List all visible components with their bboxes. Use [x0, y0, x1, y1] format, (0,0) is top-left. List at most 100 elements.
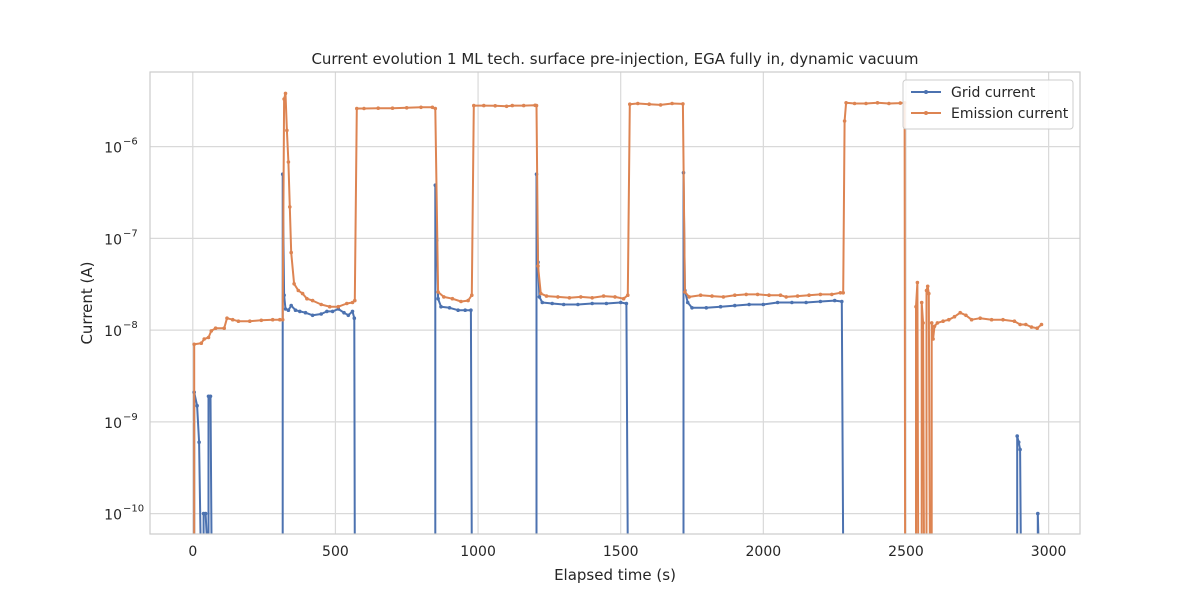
data-point-emission-current: [721, 295, 726, 299]
data-point-emission-current: [213, 326, 218, 331]
data-point-emission-current: [579, 295, 583, 299]
data-point-emission-current: [567, 296, 572, 300]
data-point-emission-current: [404, 106, 409, 110]
data-point-grid-current: [775, 300, 780, 305]
data-point-emission-current: [504, 104, 509, 109]
data-point-grid-current: [747, 302, 751, 307]
data-point-emission-current: [875, 101, 880, 105]
data-point-emission-current: [830, 292, 834, 297]
data-point-grid-current: [540, 300, 545, 305]
data-point-emission-current: [784, 295, 788, 299]
data-point-grid-current: [576, 302, 580, 307]
data-point-grid-current: [1018, 447, 1022, 452]
y-tick-exponent: −7: [123, 228, 138, 239]
data-point-emission-current: [842, 119, 847, 123]
data-point-grid-current: [618, 300, 623, 305]
data-point-emission-current: [222, 326, 226, 331]
data-point-emission-current: [510, 103, 515, 108]
data-point-emission-current: [436, 290, 440, 294]
data-point-emission-current: [767, 293, 771, 298]
data-point-grid-current: [293, 308, 298, 313]
data-point-emission-current: [795, 294, 800, 298]
data-point-emission-current: [283, 91, 288, 96]
data-point-emission-current: [947, 317, 951, 322]
data-point-emission-current: [841, 291, 845, 295]
data-point-emission-current: [282, 97, 286, 101]
data-point-emission-current: [1024, 322, 1028, 327]
data-point-emission-current: [681, 102, 685, 106]
x-tick-label: 1000: [460, 544, 496, 560]
data-point-emission-current: [353, 298, 357, 303]
data-point-grid-current: [352, 316, 357, 321]
series-layer: [192, 91, 1044, 534]
data-point-emission-current: [647, 102, 651, 106]
y-tick-label: 10: [104, 141, 122, 157]
x-tick-label: 3000: [1031, 544, 1067, 560]
data-point-emission-current: [778, 293, 783, 298]
data-point-emission-current: [733, 293, 737, 298]
data-point-emission-current: [288, 205, 292, 209]
data-point-emission-current: [941, 319, 945, 324]
y-axis-label: Current (A): [78, 261, 96, 344]
data-point-emission-current: [924, 288, 929, 293]
data-point-emission-current: [755, 292, 760, 297]
data-point-grid-current: [350, 309, 355, 314]
data-point-emission-current: [362, 106, 366, 111]
data-point-grid-current: [325, 309, 329, 314]
data-point-emission-current: [472, 103, 476, 108]
data-point-emission-current: [969, 317, 974, 322]
y-tick-label: 10: [104, 416, 122, 432]
data-point-grid-current: [832, 298, 837, 303]
legend-marker-emission-current: [924, 111, 928, 115]
x-axis-ticks: 0 500 1000 1500 2000 2500 3000: [188, 544, 1066, 560]
data-point-emission-current: [442, 295, 446, 299]
data-point-emission-current: [932, 324, 937, 329]
data-point-grid-current: [537, 295, 542, 299]
legend-box: [902, 79, 1074, 130]
data-point-emission-current: [670, 101, 674, 106]
data-point-grid-current: [804, 300, 808, 305]
data-point-emission-current: [818, 292, 823, 297]
data-point-grid-current: [342, 310, 346, 315]
data-point-emission-current: [459, 299, 463, 304]
data-point-emission-current: [683, 290, 687, 294]
data-point-grid-current: [436, 296, 440, 301]
data-point-grid-current: [456, 308, 460, 313]
data-point-grid-current: [310, 313, 315, 318]
data-point-grid-current: [790, 300, 794, 305]
data-point-emission-current: [919, 300, 924, 305]
data-point-grid-current: [439, 304, 443, 309]
data-point-grid-current: [469, 308, 473, 313]
data-point-emission-current: [915, 280, 920, 285]
data-point-emission-current: [989, 317, 994, 322]
data-point-grid-current: [550, 301, 554, 306]
y-tick-label: 10: [104, 324, 122, 340]
data-point-grid-current: [840, 299, 844, 304]
data-point-emission-current: [470, 293, 474, 298]
data-point-emission-current: [952, 314, 957, 319]
data-point-emission-current: [336, 304, 341, 309]
data-point-emission-current: [450, 296, 455, 301]
data-point-grid-current: [346, 313, 351, 318]
data-point-grid-current: [197, 440, 201, 445]
chart-title: Current evolution 1 ML tech. surface pre…: [311, 50, 918, 68]
data-point-emission-current: [270, 317, 275, 322]
data-point-emission-current: [419, 105, 423, 110]
data-point-emission-current: [209, 329, 214, 333]
data-point-grid-current: [1015, 434, 1019, 438]
data-point-grid-current: [447, 306, 452, 310]
data-point-emission-current: [626, 293, 630, 298]
data-point-emission-current: [710, 294, 714, 298]
data-point-emission-current: [292, 282, 296, 286]
data-point-grid-current: [330, 309, 335, 314]
data-point-grid-current: [818, 299, 823, 304]
grid: [150, 72, 1080, 534]
data-point-emission-current: [319, 302, 324, 307]
data-point-grid-current: [718, 304, 723, 309]
data-point-emission-current: [206, 335, 211, 340]
data-point-emission-current: [978, 316, 982, 321]
data-point-emission-current: [230, 317, 235, 322]
data-point-emission-current: [521, 103, 526, 108]
data-point-emission-current: [225, 316, 229, 321]
